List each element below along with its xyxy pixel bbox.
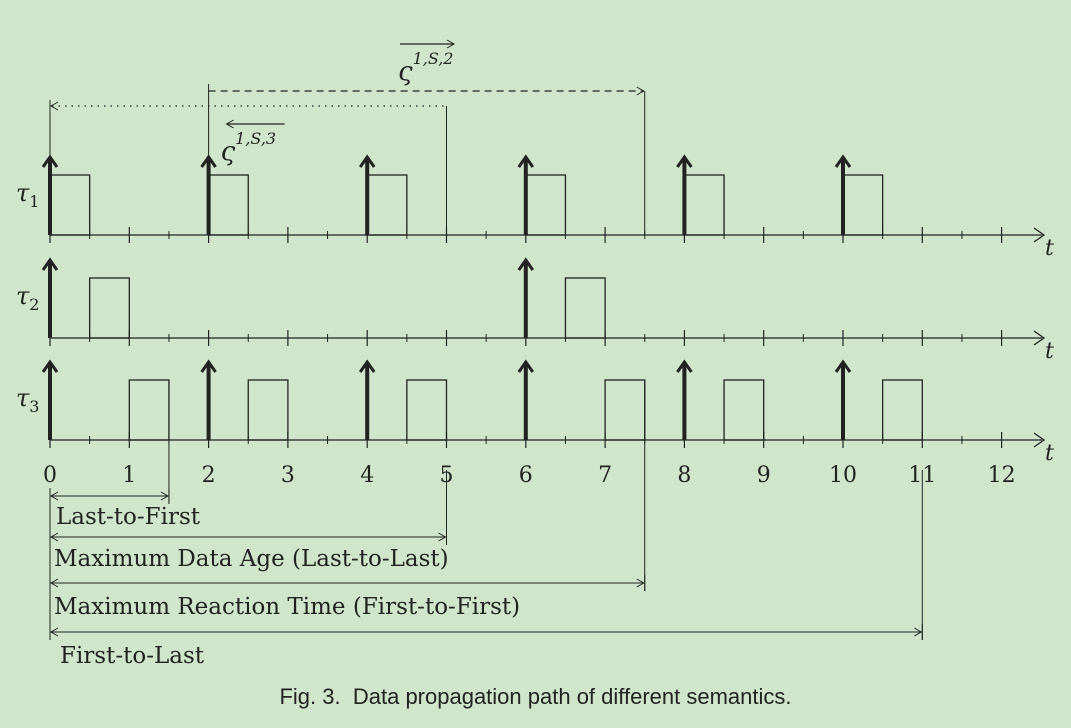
task-label: τ2	[16, 282, 39, 314]
release-arrowhead-icon	[676, 359, 693, 373]
axis-arrow-icon	[1033, 227, 1046, 243]
release-arrowhead-icon	[676, 154, 693, 168]
forward-path-label: ς1,S,2	[398, 49, 453, 87]
tick-label: 6	[519, 463, 533, 488]
semantic-span-arrow-left-icon	[49, 578, 59, 588]
axis-label: t	[1045, 236, 1054, 261]
release-arrowhead-icon	[200, 359, 217, 373]
semantic-span-arrow-right-icon	[914, 627, 923, 637]
job-box	[49, 174, 91, 236]
release-arrowhead-icon	[41, 257, 59, 271]
job-box	[723, 379, 765, 441]
release-arrowhead-icon	[517, 359, 535, 373]
tick-label: 2	[202, 463, 216, 488]
backward-path-label: ς1,S,3	[221, 129, 276, 167]
job-box	[89, 277, 130, 339]
vector-arrow-icon	[225, 119, 234, 129]
job-box	[882, 379, 923, 441]
vector-arrow-icon	[446, 39, 456, 49]
tick-label: 12	[988, 463, 1016, 488]
caption-number: Fig. 3.	[279, 684, 341, 709]
axis-label: t	[1045, 441, 1054, 466]
tick-label: 4	[360, 463, 374, 488]
semantic-label: Last-to-First	[56, 504, 201, 530]
semantic-label: Maximum Reaction Time (First-to-First)	[54, 594, 520, 620]
job-box	[406, 379, 448, 441]
job-box	[128, 379, 170, 441]
tick-label: 8	[677, 463, 691, 488]
semantic-span-arrow-right-icon	[160, 491, 169, 501]
semantic-label: First-to-Last	[60, 643, 205, 669]
release-arrowhead-icon	[834, 359, 852, 373]
job-box	[564, 277, 606, 339]
forward-path-arrow-icon	[636, 86, 645, 96]
release-arrowhead-icon	[517, 154, 535, 168]
job-box	[683, 174, 725, 236]
job-box	[604, 379, 646, 441]
job-box	[525, 174, 567, 236]
job-box	[842, 174, 884, 236]
task-label: τ1	[16, 179, 39, 211]
tick-label: 0	[43, 463, 57, 488]
job-box	[366, 174, 408, 236]
axis-label: t	[1045, 339, 1054, 364]
figure-caption: Fig. 3. Data propagation path of differe…	[0, 684, 1071, 710]
release-arrowhead-icon	[517, 257, 535, 271]
tick-label: 7	[598, 463, 612, 488]
release-arrowhead-icon	[41, 359, 59, 373]
semantic-span-arrow-left-icon	[49, 627, 59, 637]
tick-label: 10	[829, 463, 857, 488]
semantic-span-arrow-right-icon	[438, 532, 447, 542]
axis-arrow-icon	[1033, 330, 1046, 346]
release-arrowhead-icon	[834, 154, 852, 168]
backward-path-arrow-icon	[49, 101, 59, 111]
axis-arrow-icon	[1033, 432, 1046, 448]
semantic-span-arrow-left-icon	[49, 491, 59, 501]
semantic-span-arrow-right-icon	[636, 578, 645, 588]
release-arrowhead-icon	[358, 359, 376, 373]
job-box	[207, 174, 249, 236]
semantic-label: Maximum Data Age (Last-to-Last)	[54, 546, 449, 572]
task-label: τ3	[16, 384, 39, 416]
job-box	[247, 379, 289, 441]
tick-label: 1	[122, 463, 136, 488]
release-arrowhead-icon	[358, 154, 376, 168]
caption-text: Data propagation path of different seman…	[352, 684, 792, 709]
tick-label: 9	[757, 463, 771, 488]
tick-label: 3	[281, 463, 295, 488]
semantic-span-arrow-left-icon	[49, 532, 59, 542]
